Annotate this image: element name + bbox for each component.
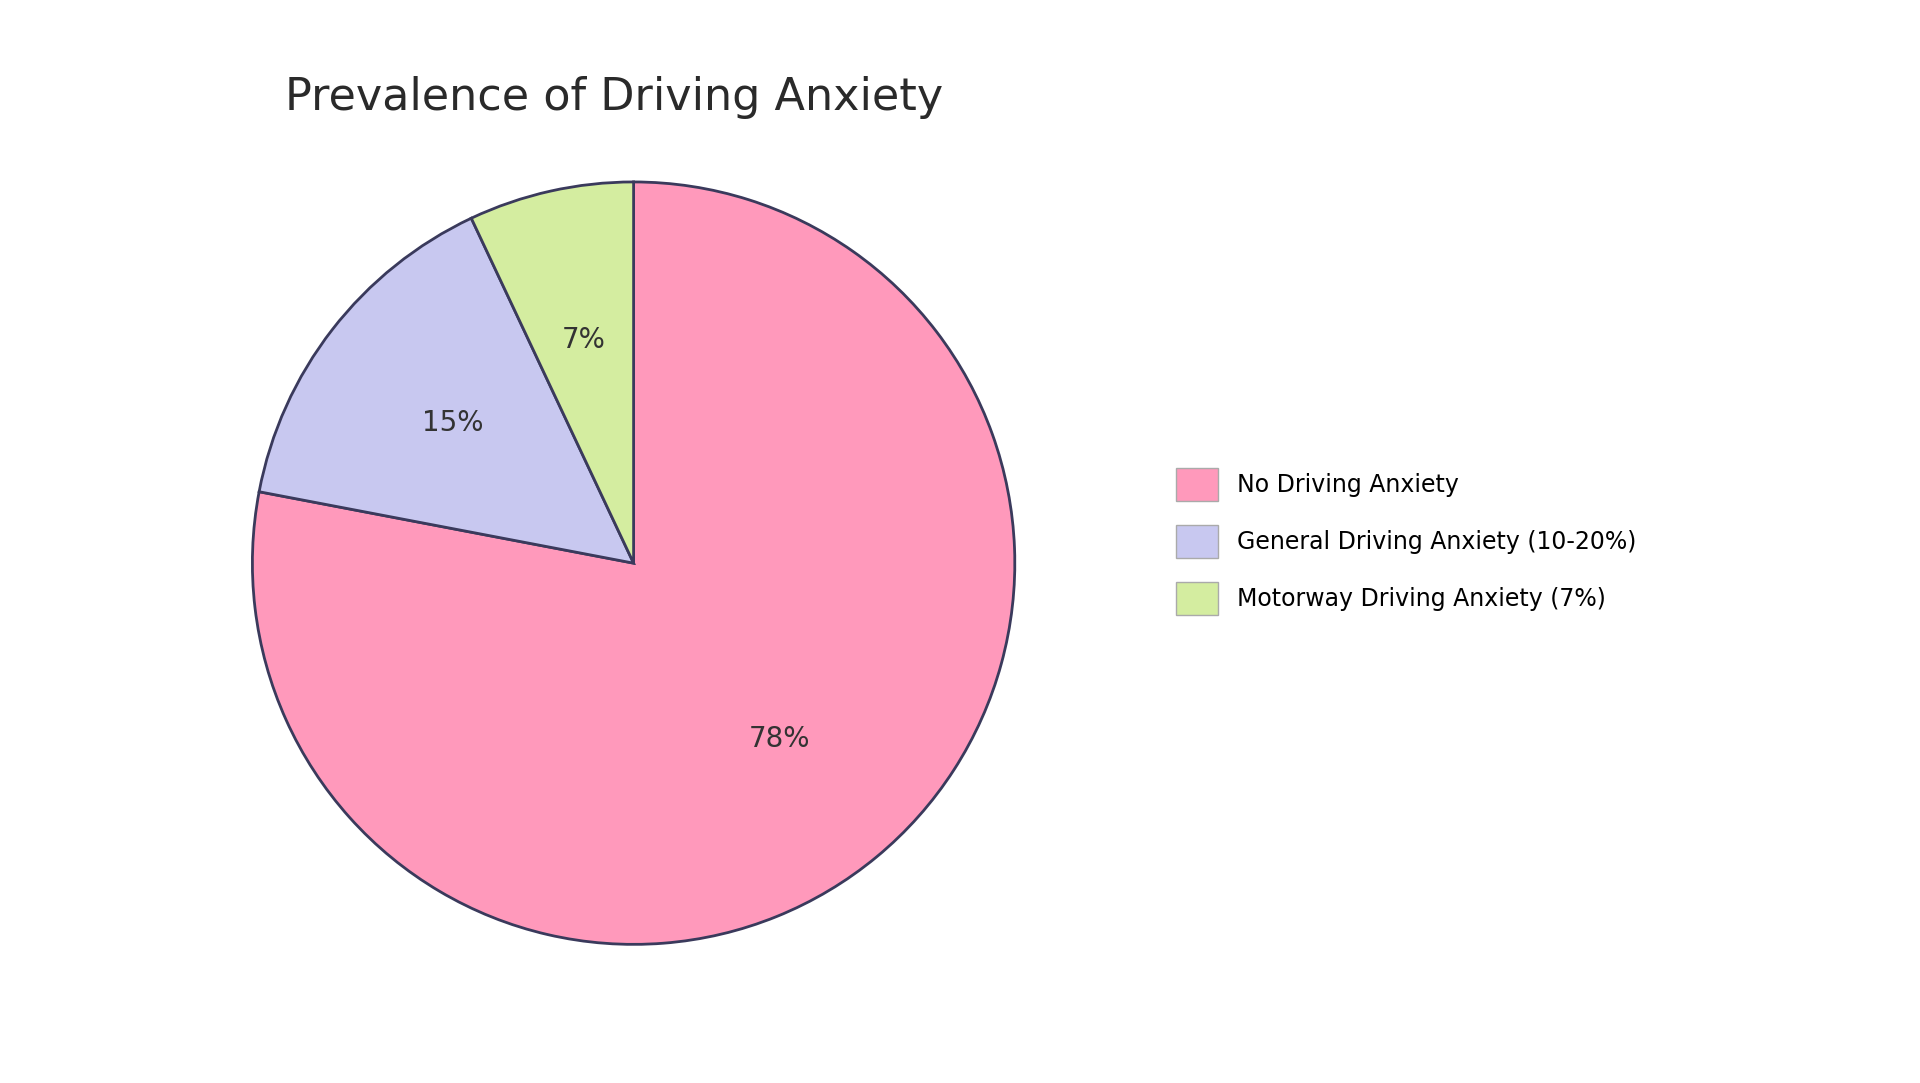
Wedge shape bbox=[259, 219, 634, 563]
Text: 7%: 7% bbox=[563, 326, 605, 354]
Wedge shape bbox=[470, 182, 634, 563]
Text: 15%: 15% bbox=[422, 409, 484, 436]
Legend: No Driving Anxiety, General Driving Anxiety (10-20%), Motorway Driving Anxiety (: No Driving Anxiety, General Driving Anxi… bbox=[1164, 456, 1647, 627]
Text: 78%: 78% bbox=[749, 726, 810, 754]
Text: Prevalence of Driving Anxiety: Prevalence of Driving Anxiety bbox=[286, 76, 943, 119]
Wedge shape bbox=[252, 182, 1016, 944]
